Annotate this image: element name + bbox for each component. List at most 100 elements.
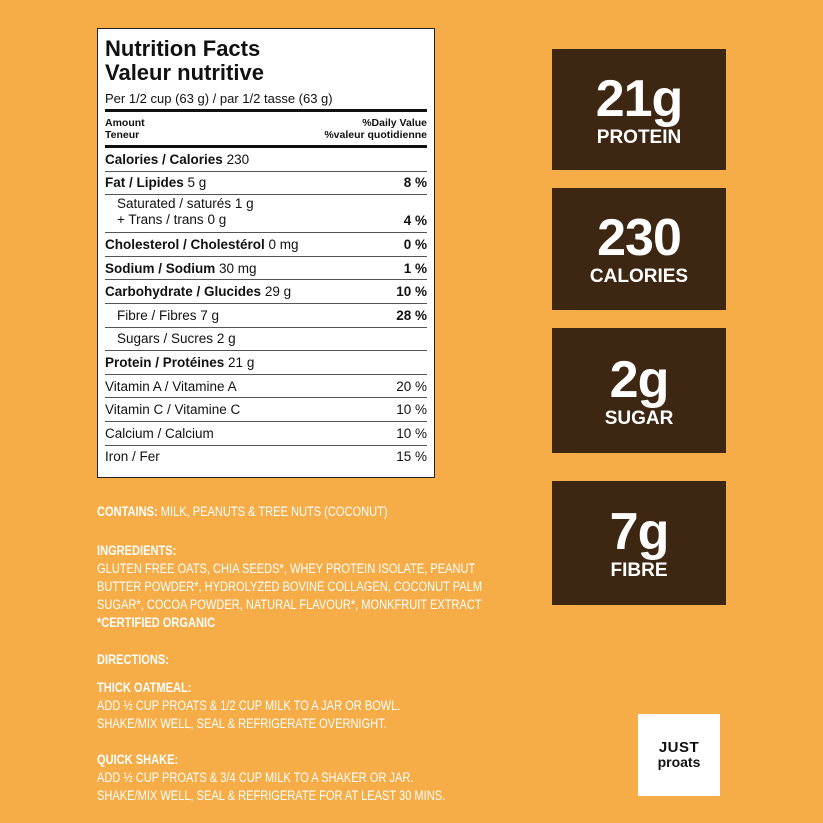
nutrient-amount: 0 mg (268, 236, 299, 252)
ingredient-line: BUTTER POWDER*, HYDROLYZED BOVINE COLLAG… (97, 579, 483, 594)
nutrient: Sodium / Sodium 30 mg (105, 261, 257, 276)
directions-title: DIRECTIONS: (97, 652, 169, 667)
direction-line: ADD ½ CUP PROATS & 1/2 CUP MILK TO A JAR… (97, 698, 401, 713)
nutrient-name: Saturated / saturés (117, 196, 232, 212)
dv-text: 1 % (403, 260, 427, 276)
nutrient-name: Protein / Protéines (105, 354, 225, 370)
contains-label: CONTAINS: (97, 504, 158, 519)
directions: DIRECTIONS: THICK OATMEAL: ADD ½ CUP PRO… (97, 651, 445, 805)
nutrient-name: Sodium / Sodium (105, 260, 216, 276)
daily-value: %Daily Value (362, 117, 427, 129)
highlight-value: 7g (609, 503, 670, 561)
nutrient-amount: 0 g (207, 212, 227, 228)
nutrient-amount: 30 mg (219, 260, 257, 276)
nutrient-amount: 2 g (216, 331, 236, 347)
vitamin-name: Calcium / Calcium (105, 425, 214, 441)
highlight-box: 7g FIBRE (552, 481, 726, 605)
vitamin-dv: 10 % (396, 402, 427, 418)
daily-value: 8 % (404, 175, 427, 190)
vitamin-row: Iron / Fer 15 % (105, 446, 427, 469)
nutrient-row: Saturated / saturés 1 g + Trans / trans 0… (105, 195, 427, 234)
vitamin-dv: 15 % (396, 449, 427, 465)
nutrient-name: Sugars / Sucres (117, 331, 214, 347)
direction-line: SHAKE/MIX WELL, SEAL & REFRIGERATE OVERN… (97, 716, 387, 731)
rows: Calories / Calories 230 Fat / Lipides 5 g… (105, 148, 427, 468)
vitamin-row: Vitamin C / Vitamine C 10 % (105, 398, 427, 422)
nutrient: Fat / Lipides 5 g (105, 175, 206, 190)
ingredients-title: INGREDIENTS: (97, 543, 177, 558)
highlight-label: SUGAR (604, 407, 674, 429)
nutrient-row: Fat / Lipides 5 g 8 % (105, 172, 427, 196)
daily-value: 1 % (404, 261, 427, 276)
nutrient-amount: 230 (226, 151, 250, 167)
daily-value: 4 % (404, 213, 427, 228)
highlight-label: PROTEIN (596, 126, 682, 148)
dv-text: 8 % (403, 175, 427, 191)
daily-value-fr: %valeur quotidienne (324, 129, 427, 141)
vitamin-row: Calcium / Calcium 10 % (105, 422, 427, 446)
dv-text: 28 % (396, 307, 427, 323)
direction-line: ADD ½ CUP PROATS & 3/4 CUP MILK TO A SHA… (97, 770, 414, 785)
nutrient-name: Fat / Lipides (105, 175, 184, 191)
amount-fr: Teneur (105, 129, 140, 141)
nutrient-row: Sodium / Sodium 30 mg 1 % (105, 257, 427, 281)
nutrient-row: Fibre / Fibres 7 g 28 % (105, 304, 427, 328)
nutrient-name: Carbohydrate / Glucides (105, 284, 262, 300)
nutrient-row: Sugars / Sucres 2 g (105, 328, 427, 352)
dv-text: 0 % (403, 236, 427, 252)
contains-text: MILK, PEANUTS & TREE NUTS (COCONUT) (160, 504, 388, 519)
nutrient-amount: 1 g (234, 196, 254, 212)
nutrition-facts: Nutrition Facts Valeur nutritive Per 1/2… (97, 28, 435, 478)
title: Nutrition Facts (105, 36, 261, 61)
section-title: QUICK SHAKE: (97, 752, 179, 767)
ingredient-line: SUGAR*, COCOA POWDER, NATURAL FLAVOUR*, … (97, 597, 482, 612)
ingredient-line: GLUTEN FREE OATS, CHIA SEEDS*, WHEY PROT… (97, 561, 476, 576)
highlight-box: 230 CALORIES (552, 188, 726, 310)
nutrient-name: Cholesterol / Cholestérol (105, 236, 265, 252)
ingredients-note: *CERTIFIED ORGANIC (97, 615, 216, 630)
nutrient: Protein / Protéines 21 g (105, 355, 254, 370)
nutrient-amount: 29 g (264, 284, 292, 300)
vitamin-name: Vitamin A / Vitamine A (105, 378, 237, 394)
nutrient: Carbohydrate / Glucides 29 g (105, 284, 291, 299)
logo-line1: JUST (658, 739, 700, 756)
nutrient: Fibre / Fibres 7 g (117, 308, 219, 323)
dv-text: 10 % (396, 284, 427, 300)
serving: Per 1/2 cup (63 g) / par 1/2 tasse (63 g… (105, 91, 427, 112)
nutrient-row: Calories / Calories 230 (105, 148, 427, 172)
nutrient: Sugars / Sucres 2 g (117, 331, 236, 346)
highlight-label: CALORIES (589, 266, 689, 287)
daily-value: 28 % (396, 308, 427, 323)
section-title: THICK OATMEAL: (97, 680, 192, 695)
ingredients: INGREDIENTS: GLUTEN FREE OATS, CHIA SEED… (97, 542, 482, 632)
logo: JUST proats (638, 714, 720, 796)
vitamin-name: Iron / Fer (105, 449, 160, 465)
vitamin-dv: 10 % (396, 425, 427, 441)
nutrient-amount: 5 g (187, 175, 207, 191)
highlight-box: 21g PROTEIN (552, 49, 726, 170)
direction-line: SHAKE/MIX WELL, SEAL & REFRIGERATE FOR A… (97, 788, 446, 803)
nutrient-row: Protein / Protéines 21 g (105, 351, 427, 375)
title-fr: Valeur nutritive (105, 60, 264, 85)
nutrient-group: Saturated / saturés 1 g + Trans / trans 0… (117, 196, 254, 228)
nutrient: Calories / Calories 230 (105, 152, 249, 167)
highlight-box: 2g SUGAR (552, 328, 726, 453)
daily-value: 10 % (396, 284, 427, 299)
nutrient-amount: 7 g (200, 307, 220, 323)
highlight-value: 230 (597, 209, 682, 267)
nutrient-name: Fibre / Fibres (117, 307, 197, 323)
vitamin-name: Vitamin C / Vitamine C (105, 402, 241, 418)
daily-value: 0 % (404, 237, 427, 252)
nutrient-row: Carbohydrate / Glucides 29 g 10 % (105, 280, 427, 304)
highlight-label: FIBRE (610, 560, 668, 581)
nutrient: Cholesterol / Cholestérol 0 mg (105, 237, 299, 252)
vitamin-row: Vitamin A / Vitamine A 20 % (105, 375, 427, 399)
vitamin-dv: 20 % (396, 378, 427, 394)
header: Amount Teneur %Daily Value %valeur quotidi… (105, 112, 427, 148)
nutrient: + Trans / trans 0 g (117, 212, 254, 228)
amount: Amount (105, 117, 145, 129)
dv-text: 4 % (403, 213, 427, 229)
highlight-value: 2g (609, 350, 670, 409)
nutrient: Saturated / saturés 1 g (117, 196, 254, 212)
